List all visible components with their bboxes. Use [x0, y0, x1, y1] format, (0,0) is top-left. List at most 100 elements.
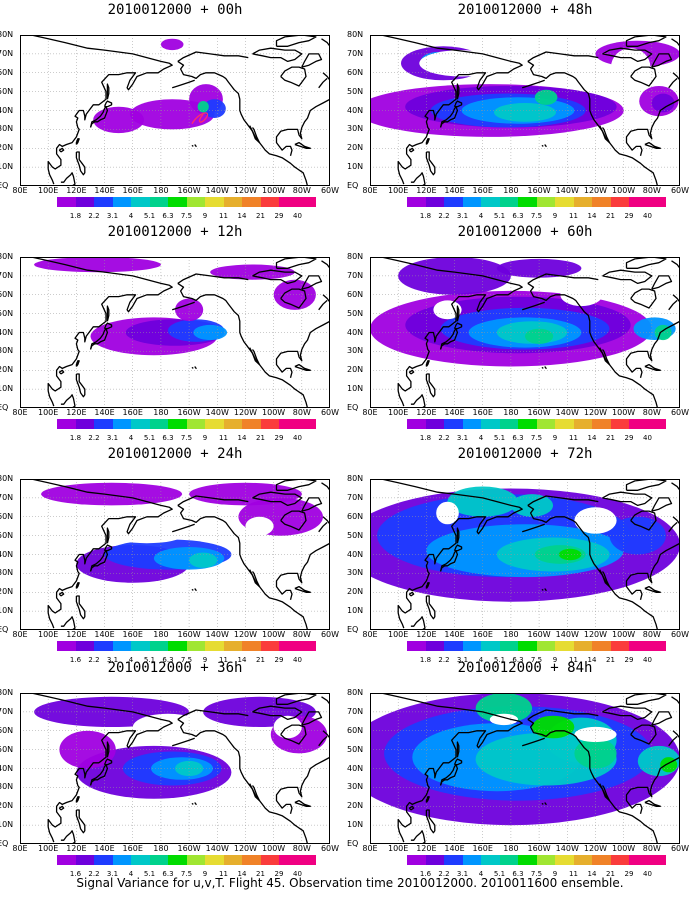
longitude-tick-label: 140W: [555, 844, 579, 853]
coastline: [75, 582, 80, 589]
colorbar-label: 5.1: [493, 434, 506, 442]
coastline: [668, 735, 678, 747]
latitude-tick-label: 10N: [0, 821, 14, 830]
coastline: [602, 491, 653, 507]
coastline: [527, 60, 659, 186]
map-plot: [370, 35, 680, 186]
coastline: [408, 147, 415, 153]
longitude-tick-label: 60W: [670, 408, 690, 417]
latitude-tick-label: 70N: [347, 49, 364, 58]
coastline: [60, 172, 76, 186]
coastline: [275, 542, 330, 600]
colorbar-swatch: [592, 197, 611, 207]
colorbar-label: 9: [552, 212, 558, 220]
colorbar-swatch: [481, 855, 500, 865]
colorbar-swatch: [518, 419, 537, 429]
colorbar-swatch: [536, 197, 555, 207]
colorbar-label: 5.1: [493, 212, 506, 220]
colorbar-label: 5.1: [143, 434, 156, 442]
colorbar-swatch: [260, 855, 279, 865]
colorbar-swatch: [242, 419, 261, 429]
colorbar-swatch: [94, 855, 113, 865]
coastline: [425, 582, 430, 589]
colorbar-label: 3.1: [456, 870, 469, 878]
coastline: [194, 144, 197, 148]
coastline: [668, 521, 678, 533]
colorbar-swatch: [462, 855, 481, 865]
colorbar-swatch: [518, 641, 537, 651]
colorbar-swatch: [260, 419, 279, 429]
colorbar-label: 11: [219, 434, 228, 442]
coastline: [625, 320, 680, 378]
coastline: [275, 479, 317, 491]
coastline: [651, 497, 673, 512]
colorbar-label: 4: [128, 212, 134, 220]
coastline: [252, 47, 303, 63]
longitude-tick-label: 80E: [362, 630, 378, 639]
flight-track: [191, 112, 209, 125]
colorbar-swatch: [407, 641, 426, 651]
latitude-tick-label: 10N: [0, 163, 14, 172]
colorbar-label: 40: [643, 212, 652, 220]
longitude-tick-label: 80E: [362, 408, 378, 417]
colorbar-label: 2.2: [438, 434, 450, 442]
coastline: [522, 301, 545, 311]
longitude-tick-label: 160E: [472, 408, 493, 417]
colorbar-label: 11: [219, 870, 228, 878]
longitude-tick-label: 100E: [38, 630, 59, 639]
latitude-tick-label: 20N: [347, 366, 364, 375]
colorbar-label: 3.1: [106, 434, 119, 442]
variance-region: [447, 486, 518, 517]
colorbar-label: 21: [256, 870, 265, 878]
colorbar-label: 21: [606, 212, 615, 220]
colorbar-swatch: [407, 197, 426, 207]
colorbar-swatch: [279, 641, 298, 651]
colorbar-label: 9: [202, 870, 208, 878]
longitude-tick-label: 80E: [12, 844, 28, 853]
colorbar-swatch: [425, 197, 444, 207]
latitude-tick-label: 80N: [0, 253, 14, 261]
colorbar-label: 5.1: [493, 656, 506, 664]
coastline: [106, 83, 110, 100]
colorbar-label: 1.8: [69, 434, 82, 442]
coastline: [456, 527, 460, 544]
longitude-tick-label: 180: [153, 408, 169, 417]
colorbar-label: 29: [274, 870, 284, 878]
colorbar-label: 29: [274, 434, 284, 442]
latitude-tick-label: 10N: [347, 385, 364, 394]
colorbar-label: 29: [624, 434, 634, 442]
latitude-tick-label: 60N: [347, 290, 364, 299]
coastline: [31, 479, 173, 629]
map-plot: [20, 257, 330, 408]
colorbar-label: 11: [569, 656, 578, 664]
colorbar-label: 21: [606, 434, 615, 442]
low-variance-region: [489, 713, 518, 726]
longitude-tick-label: 100E: [388, 408, 409, 417]
latitude-tick-label: 80N: [0, 689, 14, 697]
coastline: [651, 275, 673, 290]
colorbar-swatch: [518, 855, 537, 865]
coastline: [252, 491, 303, 507]
colorbar-label: 9: [552, 870, 558, 878]
colorbar-swatch: [260, 641, 279, 651]
longitude-tick-label: 120W: [233, 630, 258, 639]
latitude-tick-label: 20N: [0, 588, 14, 597]
colorbar-label: 11: [569, 870, 578, 878]
latitude-tick-label: 40N: [347, 106, 364, 115]
colorbar-label: 4: [128, 870, 134, 878]
colorbar-swatch: [462, 641, 481, 651]
colorbar-swatch: [297, 197, 316, 207]
colorbar-label: 6.3: [512, 212, 524, 220]
variance-region: [534, 89, 558, 105]
coastline: [75, 595, 86, 620]
colorbar-swatch: [223, 197, 242, 207]
longitude-tick-label: 140W: [205, 408, 229, 417]
coastline: [527, 718, 659, 844]
colorbar-swatch: [168, 419, 187, 429]
latitude-tick-label: 70N: [0, 493, 14, 502]
coastline: [177, 51, 249, 62]
latitude-tick-label: 60N: [0, 290, 14, 299]
coastline: [668, 77, 678, 89]
colorbar-swatch: [131, 641, 150, 651]
longitude-tick-label: 120W: [583, 844, 608, 853]
